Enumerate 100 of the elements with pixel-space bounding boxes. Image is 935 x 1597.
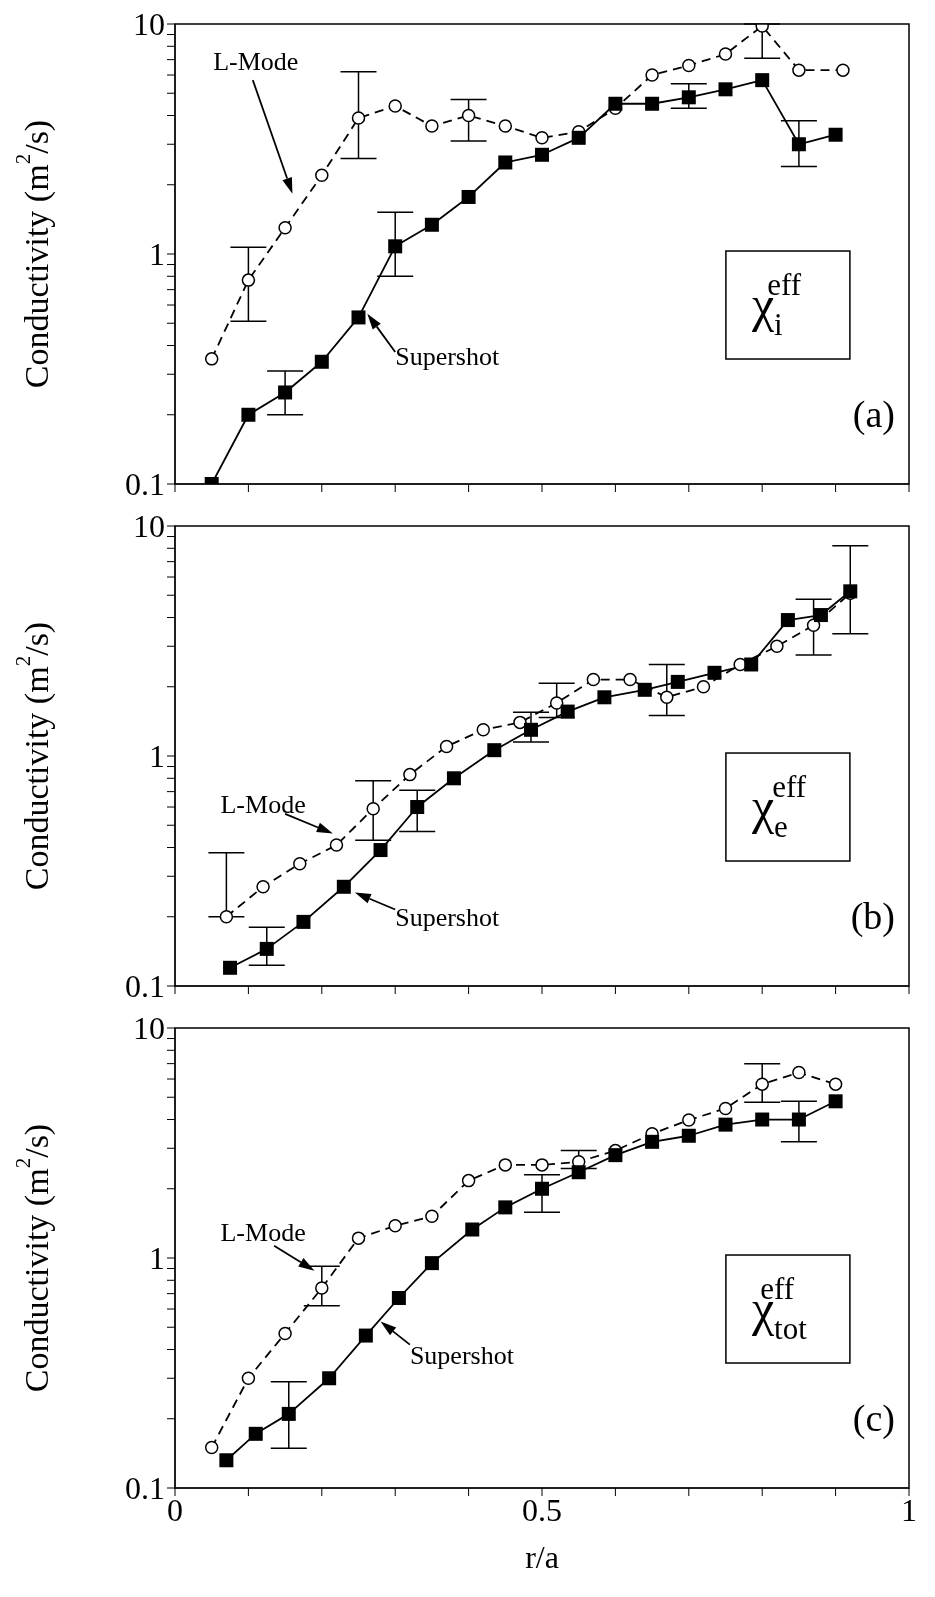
- point: [425, 119, 439, 133]
- point: [645, 1134, 660, 1149]
- point: [535, 1181, 549, 1196]
- text: L-Mode: [213, 46, 299, 76]
- point: [388, 239, 403, 254]
- point: [476, 723, 491, 737]
- point: [424, 1256, 439, 1271]
- point: [770, 639, 784, 654]
- annotation: (b): [850, 894, 895, 938]
- point: [425, 1209, 439, 1223]
- x-tick-label: 0: [167, 1491, 183, 1528]
- point: [351, 310, 366, 325]
- point: [560, 704, 575, 719]
- point: [571, 1165, 586, 1180]
- point: [388, 1219, 402, 1233]
- point: [535, 131, 549, 145]
- point: [366, 801, 380, 816]
- point: [744, 657, 759, 672]
- y-tick-label: 0.1: [125, 1470, 165, 1507]
- point: [828, 127, 843, 142]
- x-tick-label: 1: [901, 1491, 917, 1528]
- point: [241, 1371, 256, 1386]
- point: [336, 879, 351, 894]
- point: [707, 665, 722, 680]
- point: [259, 941, 274, 956]
- point: [791, 137, 806, 152]
- point: [446, 771, 461, 786]
- point: [351, 111, 366, 125]
- point: [461, 189, 476, 204]
- point: [223, 960, 238, 975]
- y-tick-label: 10: [133, 508, 165, 545]
- point: [792, 63, 806, 77]
- annotation: (c): [852, 1396, 895, 1440]
- point: [498, 1200, 513, 1215]
- legend-label: Supershot: [395, 341, 500, 371]
- point: [571, 130, 586, 145]
- y-tick-label: 1: [149, 738, 165, 775]
- y-tick-label: 0.1: [125, 466, 165, 503]
- point: [718, 82, 733, 97]
- point: [281, 1406, 296, 1421]
- point: [549, 696, 564, 710]
- point: [403, 767, 417, 782]
- y-tick-label: 10: [133, 6, 165, 43]
- point: [241, 407, 256, 422]
- point: [351, 1231, 366, 1245]
- point: [410, 800, 425, 815]
- annotation: (a): [852, 392, 895, 436]
- point: [597, 690, 612, 705]
- point: [637, 682, 652, 697]
- point: [718, 1117, 733, 1132]
- point: [498, 155, 513, 170]
- point: [314, 354, 329, 369]
- point: [608, 1148, 623, 1163]
- legend-label: Supershot: [395, 902, 500, 932]
- point: [828, 1077, 843, 1091]
- point: [791, 1112, 806, 1127]
- point: [219, 910, 234, 924]
- point: [806, 618, 821, 633]
- point: [329, 838, 344, 852]
- point: [681, 90, 696, 105]
- point: [315, 1281, 329, 1295]
- y-tick-label: 0.1: [125, 968, 165, 1005]
- series-label: L-Mode: [220, 789, 306, 819]
- point: [813, 608, 828, 623]
- legend-label: Supershot: [409, 1340, 515, 1370]
- point: [487, 743, 502, 758]
- point: [660, 690, 674, 705]
- point: [792, 1065, 806, 1080]
- point: [523, 722, 538, 737]
- point: [780, 613, 795, 628]
- point: [204, 352, 219, 366]
- point: [465, 1222, 480, 1237]
- point: [391, 1291, 406, 1305]
- point: [836, 63, 850, 77]
- point: [498, 119, 513, 133]
- point: [498, 1158, 513, 1172]
- point: [388, 99, 402, 113]
- point: [315, 168, 329, 182]
- point: [461, 1173, 476, 1188]
- point: [681, 1128, 696, 1143]
- point: [439, 739, 454, 754]
- point: [461, 108, 476, 123]
- point: [608, 96, 623, 111]
- y-tick-label: 1: [149, 236, 165, 273]
- point: [645, 68, 659, 82]
- point: [513, 715, 527, 730]
- point: [424, 217, 439, 232]
- point: [623, 672, 637, 687]
- point: [535, 147, 549, 162]
- point: [682, 1113, 696, 1127]
- point: [248, 1426, 263, 1441]
- point: [755, 73, 770, 88]
- x-tick-label: 0.5: [522, 1491, 562, 1528]
- y-tick-label: 1: [149, 1240, 165, 1277]
- point: [219, 1453, 234, 1468]
- point: [278, 221, 292, 235]
- point: [682, 58, 696, 73]
- point: [296, 914, 311, 929]
- point: [256, 880, 270, 894]
- point: [755, 1112, 770, 1127]
